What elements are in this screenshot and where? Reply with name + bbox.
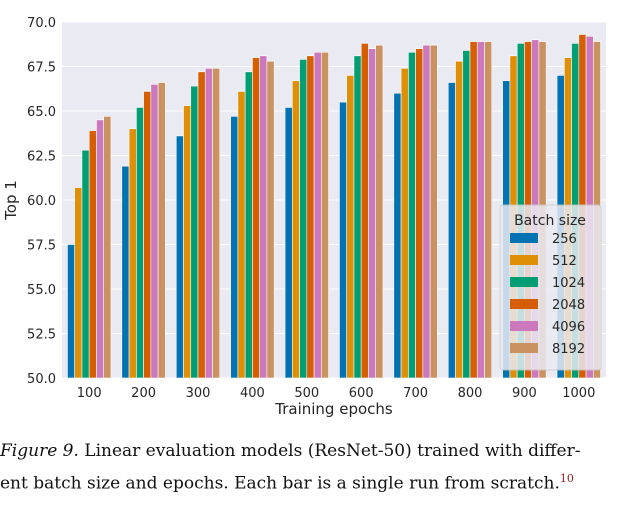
bar-1024-700 [408, 51, 416, 379]
caption-text-2: ent batch size and epochs. Each bar is a… [0, 473, 560, 494]
bar-8192-500 [321, 51, 329, 379]
bar-4096-200 [150, 84, 159, 379]
bar-8192-200 [157, 82, 166, 379]
y-tick-label: 65.0 [27, 105, 56, 120]
bar-256-800 [447, 82, 456, 379]
y-tick-label: 70.0 [27, 16, 56, 31]
bar-2048-100 [88, 130, 97, 379]
bar-1024-800 [462, 50, 471, 379]
y-tick-label: 67.5 [27, 61, 56, 76]
x-tick-label: 800 [458, 386, 483, 401]
bar-8192-300 [212, 67, 221, 379]
y-tick-label: 50.0 [27, 372, 56, 387]
legend-label-512: 512 [552, 254, 577, 269]
figure-caption: Figure 9. Linear evaluation models (ResN… [0, 438, 620, 498]
bar-256-500 [284, 107, 293, 379]
x-tick-label: 600 [349, 386, 374, 401]
legend-label-1024: 1024 [552, 276, 585, 291]
bar-1024-500 [299, 59, 308, 379]
bar-2048-200 [143, 91, 152, 379]
bar-4096-500 [313, 51, 322, 379]
caption-line-2: ent batch size and epochs. Each bar is a… [0, 465, 620, 498]
bar-8192-800 [484, 41, 493, 379]
bar-2048-500 [306, 55, 315, 379]
x-tick-label: 100 [77, 386, 102, 401]
bar-4096-400 [259, 55, 268, 379]
bar-512-700 [400, 67, 409, 379]
bar-1024-600 [353, 55, 362, 379]
bar-256-100 [67, 244, 75, 379]
caption-text-1: Linear evaluation models (ResNet-50) tra… [84, 441, 581, 461]
bar-256-300 [175, 135, 184, 379]
bar-512-400 [237, 91, 246, 379]
figure-label: Figure 9. [0, 441, 79, 461]
x-tick-label: 900 [512, 386, 537, 401]
x-tick-label: 200 [131, 386, 156, 401]
legend: Batch size 256 512 1024 2048 4096 8192 [499, 204, 602, 371]
x-tick-labels: 100 200 300 400 500 600 700 800 900 1000 [77, 386, 596, 401]
y-tick-label: 57.5 [27, 239, 56, 254]
bar-chart: 50.0 52.5 55.0 57.5 60.0 62.5 65.0 67.5 70.0 100… [2, 16, 606, 418]
bar-8192-700 [429, 44, 438, 379]
y-tick-label: 55.0 [27, 283, 56, 298]
caption-line-1: Figure 9. Linear evaluation models (ResN… [0, 438, 620, 465]
bar-256-600 [339, 101, 347, 379]
x-tick-label: 400 [240, 386, 265, 401]
legend-swatch-256 [510, 233, 538, 243]
bar-256-700 [393, 92, 402, 379]
x-tick-label: 500 [294, 386, 319, 401]
legend-swatch-1024 [510, 277, 538, 287]
bar-4096-700 [422, 44, 431, 379]
bar-1024-400 [244, 71, 253, 379]
legend-swatch-2048 [510, 299, 538, 309]
bar-2048-700 [415, 48, 424, 379]
legend-label-4096: 4096 [552, 320, 585, 335]
bar-8192-600 [375, 44, 384, 379]
bar-256-200 [121, 165, 130, 379]
y-tick-label: 60.0 [27, 194, 56, 209]
legend-swatch-512 [510, 255, 538, 265]
bar-256-400 [230, 116, 239, 379]
legend-items: 256 512 1024 2048 4096 8192 [510, 232, 585, 357]
y-tick-labels: 50.0 52.5 55.0 57.5 60.0 62.5 65.0 67.5 70.0 [27, 16, 56, 387]
legend-label-2048: 2048 [552, 298, 585, 313]
bar-512-800 [455, 60, 464, 379]
bar-2048-400 [252, 57, 260, 379]
bar-4096-100 [96, 119, 105, 379]
bar-512-500 [291, 80, 300, 379]
bar-512-300 [183, 105, 192, 379]
bar-512-600 [346, 75, 355, 379]
bar-1024-100 [81, 149, 90, 379]
x-axis-label: Training epochs [274, 400, 393, 418]
bar-1024-300 [190, 85, 199, 379]
x-tick-label: 1000 [562, 386, 595, 401]
x-tick-label: 300 [186, 386, 211, 401]
footnote-marker: 10 [559, 472, 574, 485]
bar-512-100 [74, 187, 83, 379]
legend-label-8192: 8192 [552, 342, 585, 357]
bar-4096-300 [204, 67, 213, 379]
legend-title: Batch size [514, 213, 586, 229]
bar-8192-400 [266, 60, 275, 379]
y-tick-label: 52.5 [27, 328, 56, 343]
bar-2048-800 [469, 41, 478, 379]
x-tick-label: 700 [403, 386, 428, 401]
bar-4096-800 [476, 41, 485, 379]
bar-512-200 [128, 128, 137, 379]
bar-2048-300 [197, 71, 206, 379]
legend-swatch-4096 [510, 321, 538, 331]
y-axis-label: Top 1 [2, 180, 20, 221]
y-tick-label: 62.5 [27, 150, 56, 165]
bar-1024-200 [136, 107, 144, 379]
legend-label-256: 256 [552, 232, 577, 247]
bar-2048-600 [360, 43, 369, 379]
bar-8192-100 [103, 116, 112, 379]
bar-4096-600 [368, 48, 377, 379]
legend-swatch-8192 [510, 343, 538, 353]
